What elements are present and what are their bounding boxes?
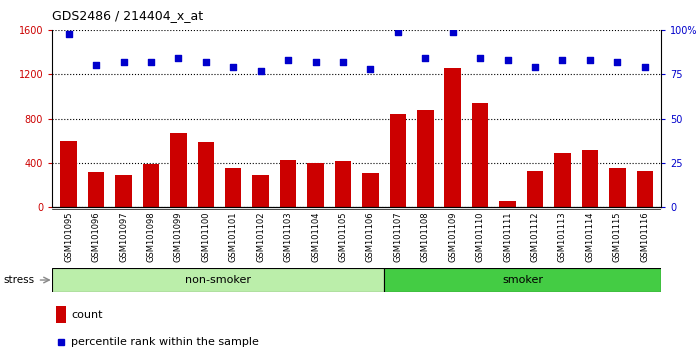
Point xyxy=(145,59,157,65)
Text: GSM101095: GSM101095 xyxy=(64,212,73,262)
Point xyxy=(475,56,486,61)
Text: count: count xyxy=(72,310,103,320)
Point xyxy=(420,56,431,61)
Text: percentile rank within the sample: percentile rank within the sample xyxy=(72,337,259,347)
Bar xyxy=(116,175,132,207)
Bar xyxy=(56,306,66,323)
Text: GSM101109: GSM101109 xyxy=(448,212,457,262)
Point xyxy=(557,57,568,63)
Text: stress: stress xyxy=(3,275,35,285)
Text: GSM101105: GSM101105 xyxy=(338,212,347,262)
Bar xyxy=(527,171,544,207)
Bar xyxy=(637,171,653,207)
Text: GSM101113: GSM101113 xyxy=(558,212,567,262)
Point xyxy=(63,31,74,36)
Point xyxy=(283,57,294,63)
Bar xyxy=(472,103,489,207)
Bar xyxy=(445,68,461,207)
Point xyxy=(228,64,239,70)
Bar xyxy=(335,161,351,207)
Point xyxy=(118,59,129,65)
Text: GSM101100: GSM101100 xyxy=(201,212,210,262)
Text: GSM101108: GSM101108 xyxy=(421,212,430,262)
Bar xyxy=(609,168,626,207)
Bar xyxy=(390,114,406,207)
Point xyxy=(365,66,376,72)
Bar xyxy=(198,142,214,207)
Bar xyxy=(499,201,516,207)
Text: GSM101101: GSM101101 xyxy=(229,212,238,262)
Bar xyxy=(253,175,269,207)
Point xyxy=(530,64,541,70)
Text: GSM101107: GSM101107 xyxy=(393,212,402,262)
Text: GSM101104: GSM101104 xyxy=(311,212,320,262)
Text: GSM101102: GSM101102 xyxy=(256,212,265,262)
Text: non-smoker: non-smoker xyxy=(185,275,251,285)
Bar xyxy=(52,268,384,292)
Text: GSM101116: GSM101116 xyxy=(640,212,649,262)
Text: GSM101096: GSM101096 xyxy=(92,212,101,262)
Point xyxy=(585,57,596,63)
Bar xyxy=(280,160,296,207)
Bar xyxy=(170,133,187,207)
Point xyxy=(90,63,102,68)
Text: GDS2486 / 214404_x_at: GDS2486 / 214404_x_at xyxy=(52,9,203,22)
Point xyxy=(255,68,267,74)
Bar xyxy=(88,172,104,207)
Bar xyxy=(384,268,661,292)
Bar xyxy=(362,173,379,207)
Text: GSM101115: GSM101115 xyxy=(612,212,622,262)
Point xyxy=(173,56,184,61)
Point xyxy=(338,59,349,65)
Bar xyxy=(554,153,571,207)
Bar xyxy=(143,164,159,207)
Point xyxy=(393,29,404,35)
Point xyxy=(200,59,212,65)
Text: GSM101098: GSM101098 xyxy=(146,212,155,262)
Point xyxy=(447,29,458,35)
Point xyxy=(639,64,650,70)
Text: GSM101114: GSM101114 xyxy=(585,212,594,262)
Bar xyxy=(61,141,77,207)
Text: smoker: smoker xyxy=(503,275,543,285)
Bar xyxy=(417,110,434,207)
Point xyxy=(310,59,321,65)
Text: GSM101103: GSM101103 xyxy=(283,212,292,262)
Text: GSM101097: GSM101097 xyxy=(119,212,128,262)
Point xyxy=(502,57,513,63)
Text: GSM101099: GSM101099 xyxy=(174,212,183,262)
Bar xyxy=(582,149,598,207)
Text: GSM101106: GSM101106 xyxy=(366,212,375,262)
Text: GSM101112: GSM101112 xyxy=(530,212,539,262)
Point xyxy=(612,59,623,65)
Text: GSM101110: GSM101110 xyxy=(475,212,484,262)
Text: GSM101111: GSM101111 xyxy=(503,212,512,262)
Bar xyxy=(225,169,242,207)
Bar xyxy=(308,163,324,207)
